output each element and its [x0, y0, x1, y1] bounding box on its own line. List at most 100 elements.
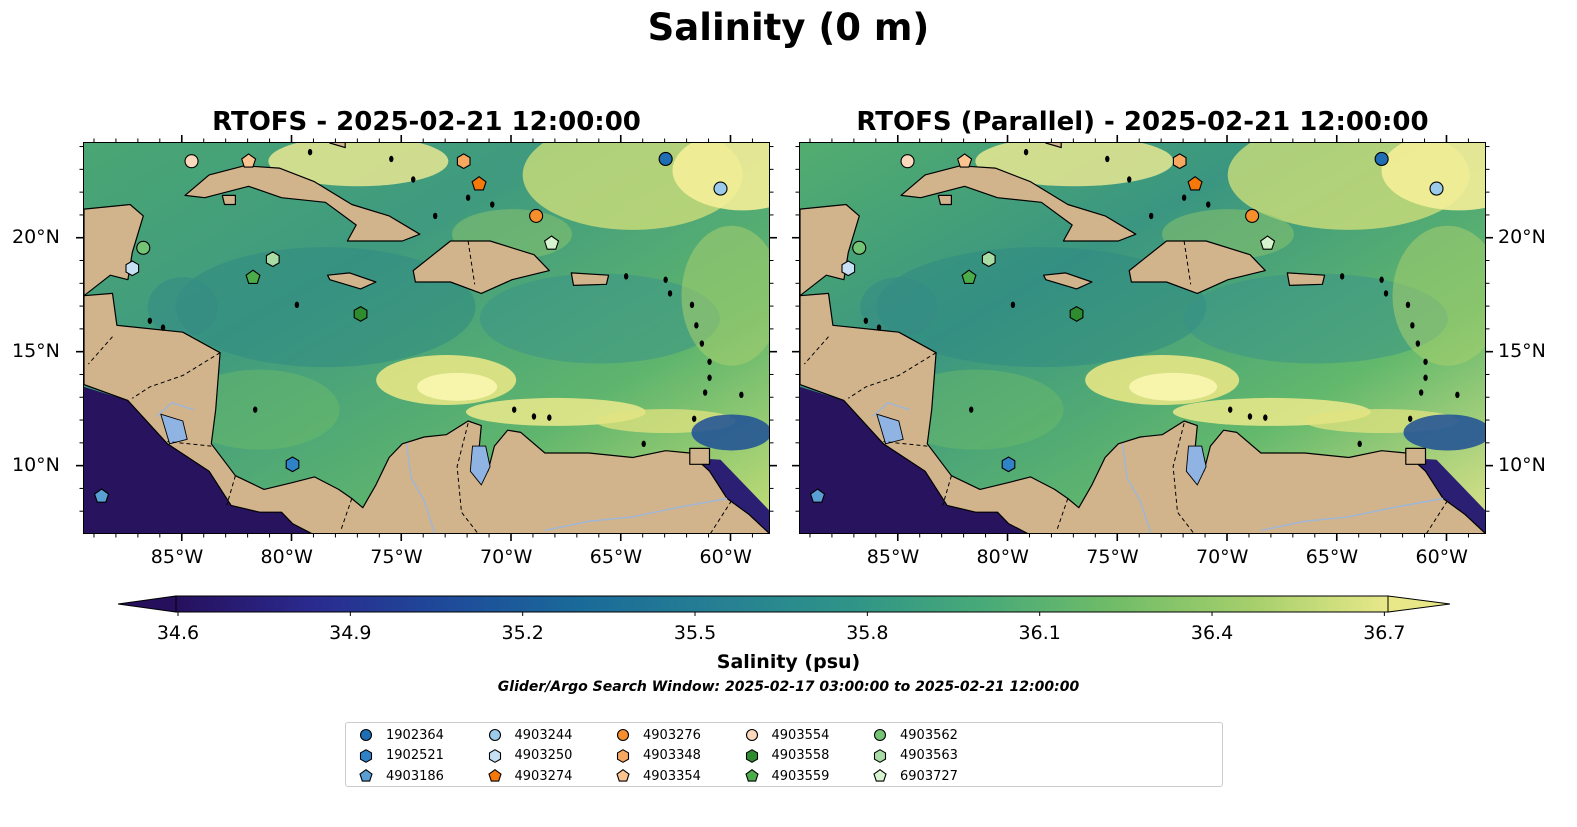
legend-item-6903727: 6903727	[872, 768, 958, 784]
small-island	[699, 340, 705, 347]
legend-item-4903274: 4903274	[487, 768, 573, 784]
colorbar-tick-label: 36.7	[1363, 622, 1406, 644]
float-marker-6903727	[543, 235, 560, 250]
float-marker-4903186	[809, 488, 826, 503]
search-window-text: Glider/Argo Search Window: 2025-02-17 03…	[497, 679, 1080, 695]
legend-marker-4903559	[744, 769, 759, 782]
lon-tick-label: 80°W	[976, 546, 1029, 568]
river	[405, 443, 436, 533]
small-island	[663, 276, 668, 283]
lon-tick-label: 85°W	[866, 546, 920, 568]
salinity-patch	[1183, 273, 1448, 364]
small-island	[147, 317, 153, 324]
legend-item-4903354: 4903354	[615, 768, 701, 784]
small-island	[465, 194, 471, 201]
float-marker-4903244	[1429, 181, 1444, 196]
legend-item-4903554: 4903554	[744, 727, 829, 743]
small-island	[160, 324, 166, 331]
legend-item-4903563: 4903563	[872, 748, 958, 764]
legend-marker	[616, 769, 630, 782]
legend-marker-4903354	[616, 769, 630, 782]
colorbar-extend-min	[117, 595, 177, 613]
small-island	[863, 317, 869, 324]
country-border	[1172, 423, 1195, 533]
legend-marker-4903563	[873, 748, 887, 763]
float-marker-4903563	[981, 251, 996, 268]
small-island	[1407, 415, 1413, 422]
colorbar-label: Salinity (psu)	[716, 651, 861, 673]
country-border	[467, 240, 476, 285]
float-marker-4903274	[1187, 176, 1203, 191]
colorbar-body	[175, 595, 1389, 613]
lake	[160, 413, 188, 445]
land-isla-juventud	[221, 194, 236, 206]
small-island	[253, 406, 258, 413]
lon-tick-label: 85°W	[150, 546, 204, 568]
colorbar-tick-label: 35.8	[846, 622, 889, 644]
colorbar-tick-label: 36.4	[1190, 622, 1234, 644]
land-hispaniola	[1128, 240, 1266, 294]
small-island	[1415, 340, 1421, 347]
salinity-patch	[1403, 414, 1485, 451]
legend-marker	[488, 728, 501, 742]
float-marker-1902521	[1001, 456, 1016, 473]
map-canvas-rtofs	[84, 143, 769, 533]
colorbar-tick-label: 35.2	[501, 622, 544, 644]
lake	[469, 445, 491, 486]
float-marker-4903562	[852, 240, 867, 255]
salinity-patch	[268, 143, 449, 187]
small-island	[969, 406, 974, 413]
land-jamaica	[1043, 272, 1093, 290]
lon-tick-label: 60°W	[1415, 546, 1468, 568]
lon-tick-label: 65°W	[589, 546, 643, 568]
small-island	[641, 440, 646, 448]
map-panel-rtofs-parallel	[799, 142, 1486, 534]
legend-marker	[744, 769, 759, 782]
land-hispaniola	[412, 240, 550, 294]
land-trinidad	[689, 447, 711, 465]
legend-label: 4903250	[514, 748, 573, 763]
float-marker-6903727	[1259, 235, 1276, 250]
panel-title-rtofs-parallel: RTOFS (Parallel) - 2025-02-21 12:00:00	[856, 107, 1429, 137]
legend-marker	[873, 748, 887, 763]
small-island	[531, 413, 537, 420]
small-island	[1148, 212, 1154, 220]
legend-label: 1902364	[386, 727, 444, 743]
small-island	[689, 301, 695, 309]
float-marker-4903559	[245, 269, 261, 284]
legend-label: 4903274	[514, 768, 573, 784]
small-island	[1405, 301, 1411, 309]
legend-marker-4903558	[745, 748, 758, 763]
small-island	[739, 391, 744, 399]
lon-tick-label: 80°W	[260, 546, 313, 568]
legend-label: 4903559	[771, 768, 830, 784]
float-marker-4903554	[184, 154, 199, 169]
lon-tick-label: 70°W	[1196, 546, 1249, 568]
small-island	[1383, 290, 1389, 297]
country-border	[1056, 498, 1069, 531]
legend-marker	[745, 748, 758, 763]
small-island	[1181, 194, 1187, 201]
small-island	[1263, 414, 1268, 421]
legend-label: 4903276	[643, 727, 701, 743]
salinity-patch	[147, 277, 218, 338]
axis-ticks	[76, 135, 1493, 541]
legend-marker	[873, 769, 887, 782]
country-border	[132, 352, 221, 399]
legend-item-4903276: 4903276	[615, 727, 701, 743]
legend: 1902364 1902521 4903186 4903244 4903250 49032…	[345, 722, 1223, 787]
country-border	[88, 336, 113, 365]
float-marker-4903276	[529, 208, 544, 223]
legend-label: 4903186	[386, 768, 444, 784]
small-island	[691, 415, 697, 422]
legend-label: 4903563	[900, 748, 958, 763]
legend-marker	[359, 769, 373, 782]
legend-marker	[359, 748, 373, 763]
legend-label: 6903727	[900, 768, 958, 784]
small-island	[1423, 374, 1428, 381]
float-marker-4903554	[900, 154, 915, 169]
float-marker-1902364	[1374, 151, 1389, 167]
small-island	[294, 301, 300, 309]
salinity-patch	[681, 225, 769, 366]
legend-marker	[616, 728, 630, 742]
